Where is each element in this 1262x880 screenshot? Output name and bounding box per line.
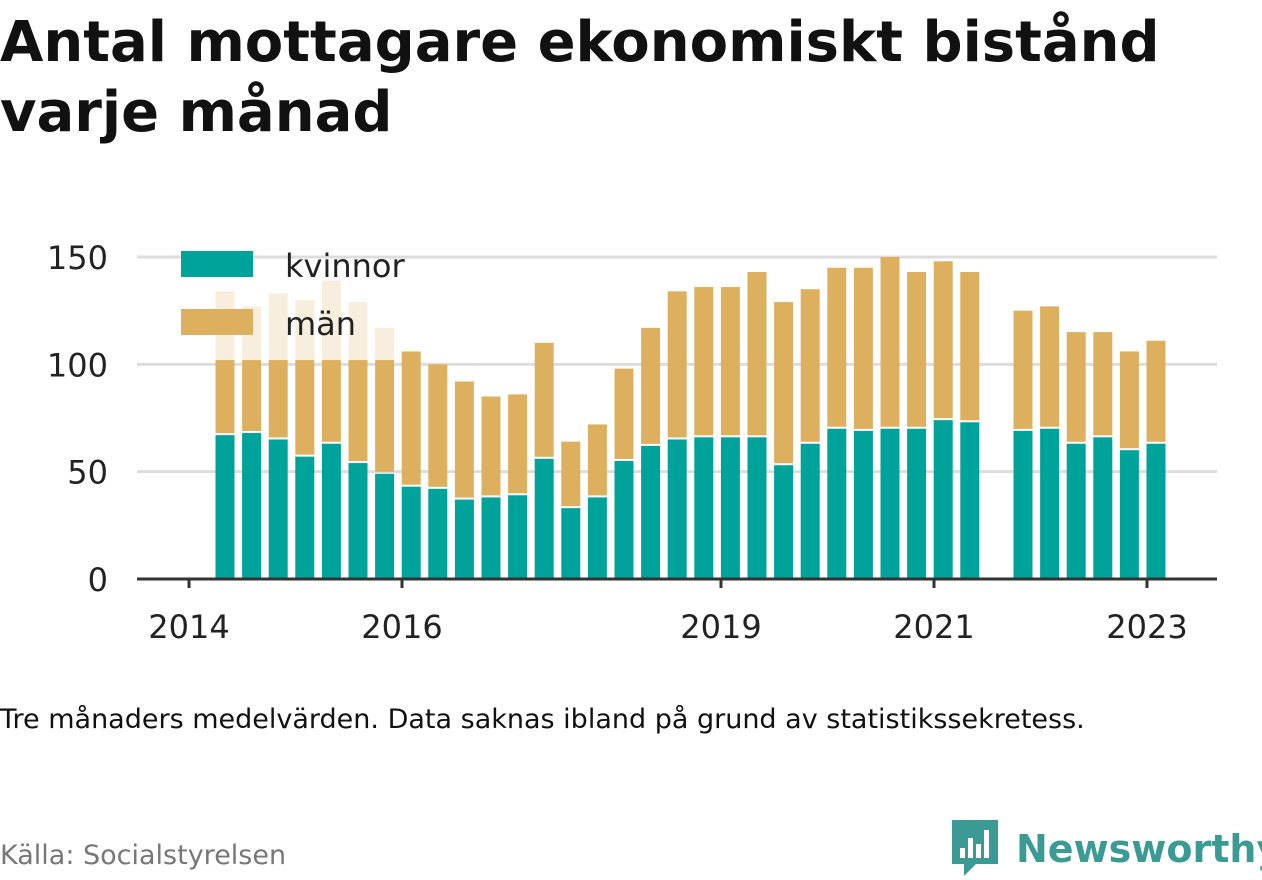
bar-man-faded-4 [321, 280, 341, 361]
bar-kvinnor-4 [321, 443, 341, 579]
bar-man-8 [428, 364, 448, 487]
bar-man-0 [215, 360, 235, 434]
bar-man-20 [747, 272, 767, 436]
bar-kvinnor-17 [667, 439, 687, 579]
brand-name: Newsworthy [1016, 827, 1262, 871]
bar-man-33 [1093, 332, 1113, 436]
bar-kvinnor-26 [907, 428, 927, 579]
legend-label-1: män [285, 305, 356, 343]
y-tick-label-100: 100 [47, 346, 108, 384]
bar-man-13 [561, 441, 581, 507]
x-tick-label-2019: 2019 [680, 608, 761, 646]
axes: 0 50 100 150 2014 2016 2019 2021 2023 [47, 239, 1217, 646]
x-tick-label-2016: 2016 [361, 608, 442, 646]
bar-kvinnor-22 [800, 443, 820, 579]
bar-kvinnor-19 [720, 437, 740, 579]
bar-man-1 [242, 360, 262, 432]
bar-man-5 [348, 360, 368, 462]
bar-kvinnor-8 [428, 488, 448, 579]
bar-kvinnor-25 [880, 428, 900, 579]
bar-kvinnor-21 [774, 465, 794, 579]
chart-note: Tre månaders medelvärden. Data saknas ib… [0, 704, 1085, 735]
x-tick-label-2023: 2023 [1106, 608, 1187, 646]
bar-kvinnor-14 [587, 497, 607, 579]
newsworthy-logo-icon [952, 820, 998, 876]
bar-kvinnor-31 [1040, 428, 1060, 579]
bar-man-22 [800, 289, 820, 442]
bar-man-faded-3 [295, 299, 315, 361]
bar-series [215, 257, 1166, 579]
bar-man-18 [694, 287, 714, 436]
bar-kvinnor-15 [614, 460, 634, 579]
bar-man-11 [508, 394, 528, 494]
bar-kvinnor-7 [401, 486, 421, 579]
bar-kvinnor-34 [1119, 450, 1139, 579]
bar-kvinnor-30 [1013, 430, 1033, 579]
bar-kvinnor-1 [242, 433, 262, 579]
bar-man-30 [1013, 310, 1033, 429]
bar-man-24 [853, 267, 873, 429]
bar-kvinnor-12 [534, 458, 554, 579]
bar-kvinnor-9 [454, 499, 474, 579]
bar-man-23 [827, 267, 847, 427]
bar-kvinnor-3 [295, 456, 315, 579]
bar-kvinnor-10 [481, 497, 501, 579]
bar-man-9 [454, 381, 474, 498]
bar-kvinnor-28 [960, 422, 980, 579]
bar-man-7 [401, 351, 421, 485]
bar-man-4 [321, 360, 341, 442]
bar-man-32 [1066, 332, 1086, 442]
bar-man-35 [1146, 340, 1166, 442]
bar-kvinnor-6 [375, 473, 395, 579]
bar-man-31 [1040, 306, 1060, 427]
legend-swatch-1 [181, 309, 253, 335]
bar-kvinnor-5 [348, 463, 368, 579]
y-tick-label-0: 0 [88, 561, 108, 599]
bar-kvinnor-20 [747, 437, 767, 579]
bar-man-27 [933, 261, 953, 419]
chart-title: Antal mottagare ekonomiskt bistånd varje… [0, 10, 1160, 145]
bar-kvinnor-18 [694, 437, 714, 579]
bar-man-14 [587, 424, 607, 496]
bar-man-26 [907, 272, 927, 427]
bar-kvinnor-13 [561, 508, 581, 579]
bar-kvinnor-11 [508, 495, 528, 579]
bar-kvinnor-16 [641, 445, 661, 579]
bar-man-25 [880, 257, 900, 427]
bar-man-34 [1119, 351, 1139, 449]
newsworthy-logo[interactable]: Newsworthy [950, 818, 1262, 880]
bar-kvinnor-33 [1093, 437, 1113, 579]
bar-man-16 [641, 327, 661, 444]
x-tick-label-2021: 2021 [893, 608, 974, 646]
bar-man-15 [614, 368, 634, 459]
bar-kvinnor-32 [1066, 443, 1086, 579]
bar-man-faded-6 [375, 327, 395, 361]
x-tick-label-2014: 2014 [148, 608, 229, 646]
bar-kvinnor-2 [268, 439, 288, 579]
bar-man-21 [774, 302, 794, 464]
bar-man-6 [375, 360, 395, 472]
bar-man-28 [960, 272, 980, 421]
source-text: Källa: Socialstyrelsen [0, 840, 287, 871]
bar-man-faded-5 [348, 302, 368, 361]
legend-label-0: kvinnor [285, 247, 406, 285]
bar-kvinnor-23 [827, 428, 847, 579]
legend: kvinnor män [181, 247, 406, 343]
bar-man-faded-2 [268, 293, 288, 361]
bar-man-17 [667, 291, 687, 438]
bar-man-10 [481, 396, 501, 496]
bar-man-3 [295, 360, 315, 455]
bar-kvinnor-0 [215, 435, 235, 579]
bar-man-19 [720, 287, 740, 436]
bar-kvinnor-27 [933, 420, 953, 579]
bar-man-2 [268, 360, 288, 438]
y-tick-label-50: 50 [67, 454, 108, 492]
legend-swatch-0 [181, 251, 253, 277]
bar-man-12 [534, 342, 554, 457]
y-tick-label-150: 150 [47, 239, 108, 277]
bar-chart: 0 50 100 150 2014 2016 2019 2021 2023 kvinnor män [47, 239, 1217, 646]
bar-kvinnor-35 [1146, 443, 1166, 579]
bar-kvinnor-24 [853, 430, 873, 579]
